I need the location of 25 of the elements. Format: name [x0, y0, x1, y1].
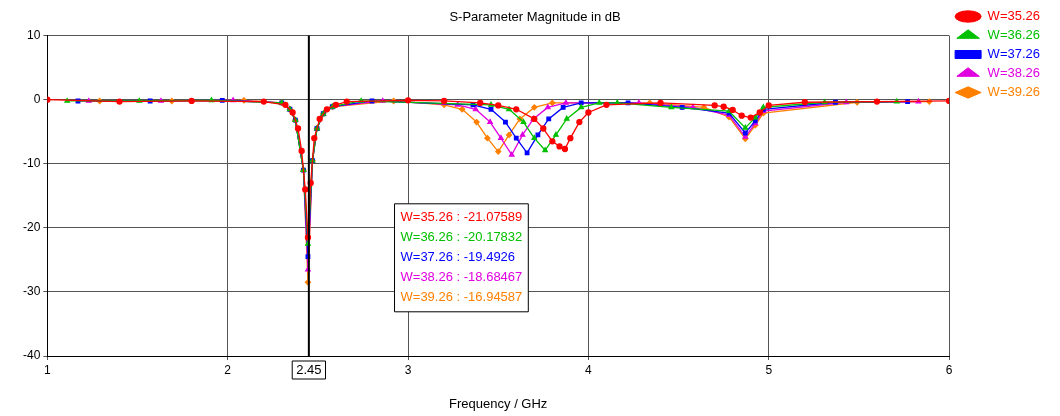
y-tick-label: -20: [23, 220, 41, 235]
legend-label: W=35.26: [987, 8, 1041, 24]
ref-line-label: 2.45: [296, 361, 322, 377]
annotation: W=38.26 : -18.68467: [400, 269, 523, 285]
x-tick-label: 5: [765, 362, 773, 377]
x-tick-label: 3: [404, 362, 412, 377]
x-tick-label: 6: [945, 362, 953, 377]
legend-label: W=39.26: [987, 84, 1041, 100]
y-tick-label: 10: [26, 27, 41, 42]
y-tick-label: -30: [23, 284, 41, 299]
annotation: W=37.26 : -19.4926: [400, 249, 516, 265]
x-tick-label: 2: [224, 362, 232, 377]
legend-label: W=36.26: [987, 27, 1041, 43]
y-tick-label: -10: [23, 156, 41, 171]
y-tick-label: 0: [33, 91, 41, 106]
chart-title: S-Parameter Magnitude in dB: [449, 9, 621, 25]
x-tick-label: 1: [44, 362, 51, 377]
legend-label: W=38.26: [987, 65, 1041, 81]
annotation: W=36.26 : -20.17832: [400, 229, 523, 245]
annotation: W=39.26 : -16.94587: [400, 289, 523, 305]
x-axis-title: Frequency / GHz: [449, 395, 548, 411]
legend-label: W=37.26: [987, 46, 1041, 62]
y-tick-label: -40: [23, 348, 41, 363]
x-tick-label: 4: [585, 362, 593, 377]
annotation: W=35.26 : -21.07589: [400, 209, 523, 225]
